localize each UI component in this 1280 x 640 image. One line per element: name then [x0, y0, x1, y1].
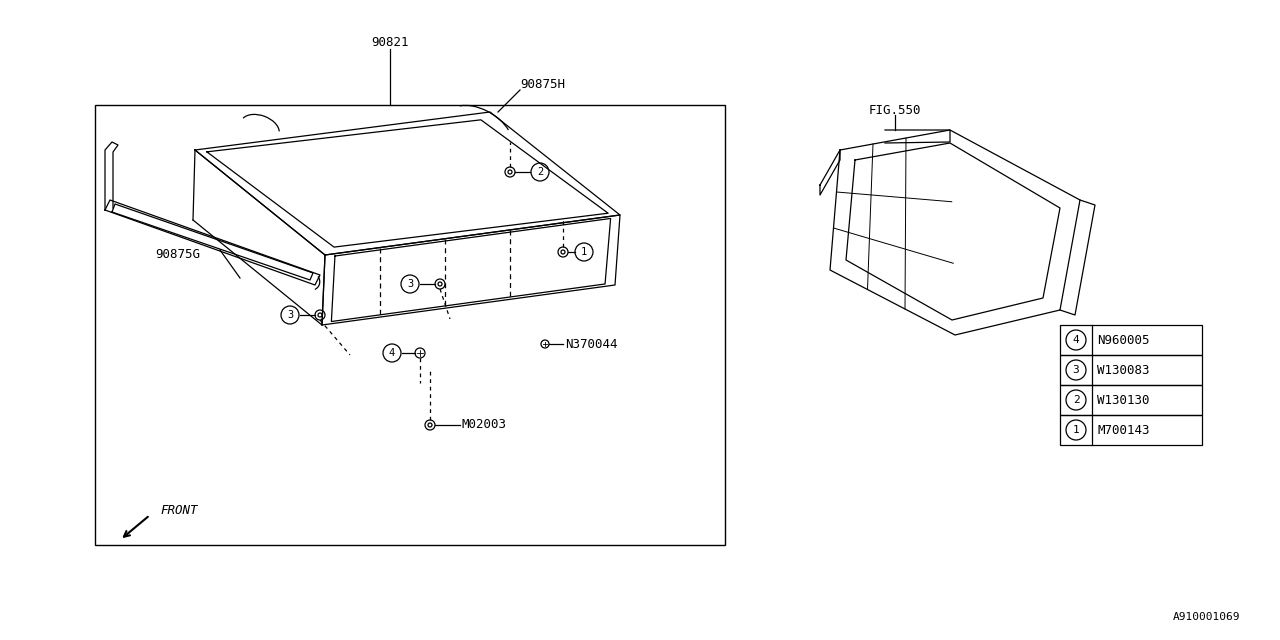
Text: N370044: N370044 [564, 337, 617, 351]
Text: 3: 3 [407, 279, 413, 289]
Text: W130130: W130130 [1097, 394, 1149, 406]
Text: M02003: M02003 [462, 419, 507, 431]
Text: 4: 4 [1073, 335, 1079, 345]
Text: 2: 2 [1073, 395, 1079, 405]
Bar [1060, 385, 1202, 415]
Bar [1060, 355, 1202, 385]
Text: 3: 3 [1073, 365, 1079, 375]
Bar [95, 105, 724, 545]
Text: 90875G: 90875G [155, 248, 200, 262]
Text: 4: 4 [389, 348, 396, 358]
Text: 90875H: 90875H [520, 79, 564, 92]
Text: M700143: M700143 [1097, 424, 1149, 436]
Text: A910001069: A910001069 [1172, 612, 1240, 622]
Text: FRONT: FRONT [160, 504, 197, 516]
Text: 2: 2 [536, 167, 543, 177]
Text: W130083: W130083 [1097, 364, 1149, 376]
Text: 90821: 90821 [371, 35, 408, 49]
Text: 3: 3 [287, 310, 293, 320]
Text: FIG.550: FIG.550 [869, 104, 922, 116]
Text: 1: 1 [581, 247, 588, 257]
Text: N960005: N960005 [1097, 333, 1149, 346]
Bar [1060, 325, 1202, 355]
Text: 1: 1 [1073, 425, 1079, 435]
Bar [1060, 415, 1202, 445]
